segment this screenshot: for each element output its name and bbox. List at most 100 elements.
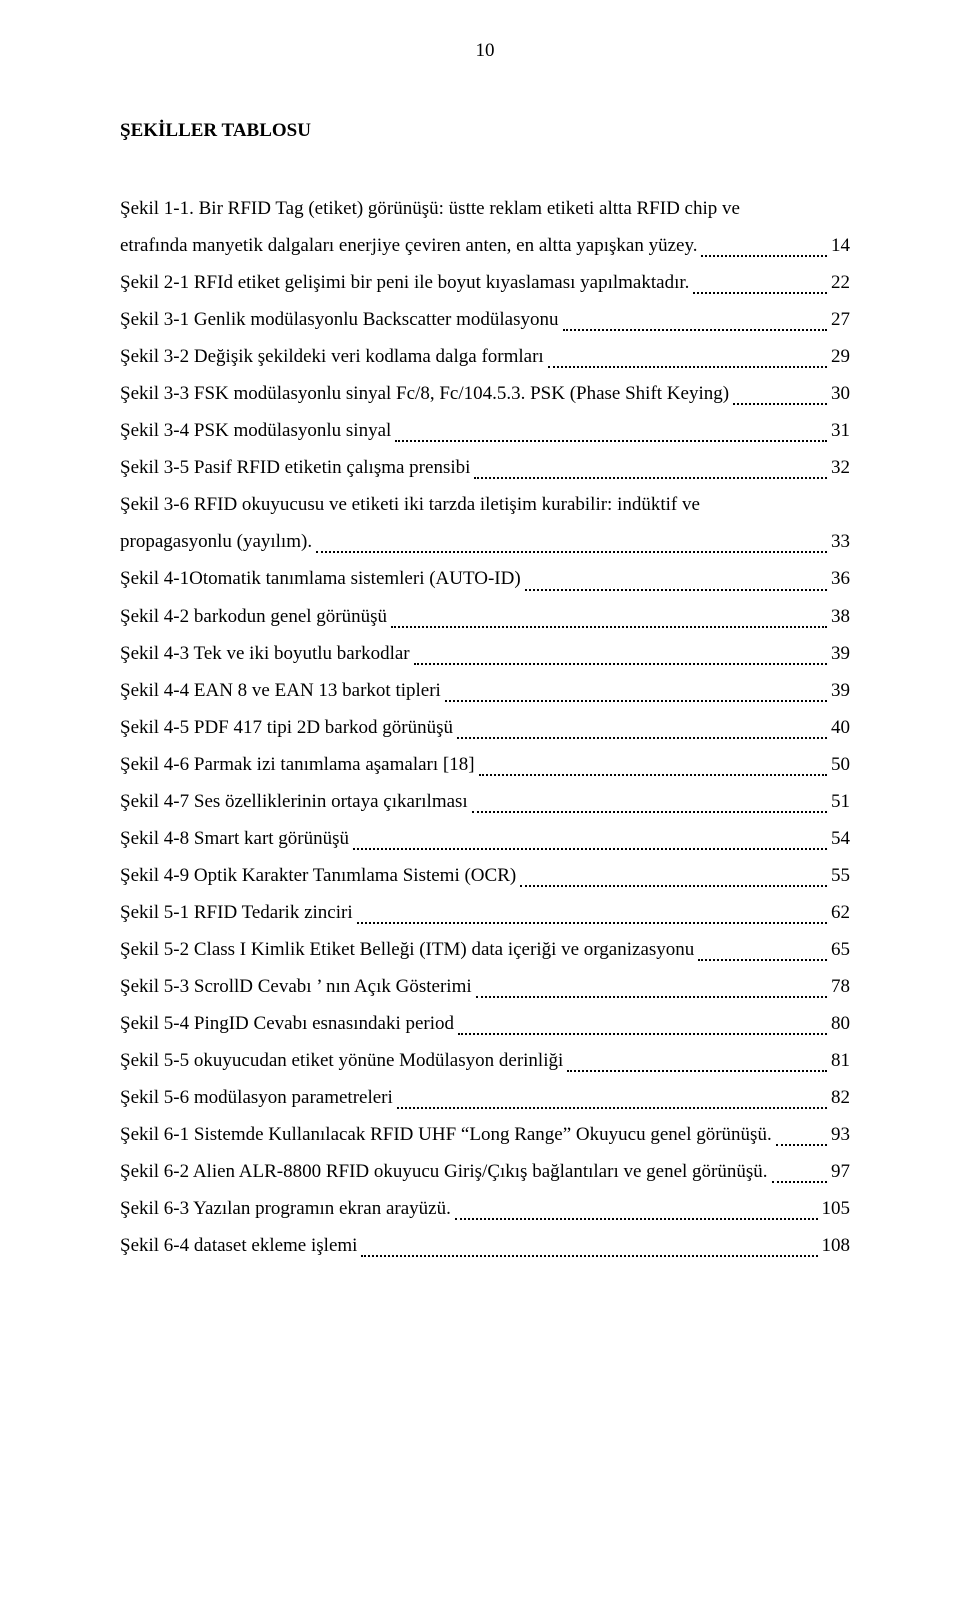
- toc-leader-dots: [525, 589, 827, 591]
- toc-entry-line1: Şekil 3-6 RFID okuyucusu ve etiketi iki …: [120, 486, 850, 523]
- toc-entry: Şekil 4-6 Parmak izi tanımlama aşamaları…: [120, 746, 850, 783]
- toc-leader-dots: [458, 1033, 827, 1035]
- toc-entry: Şekil 1-1. Bir RFID Tag (etiket) görünüş…: [120, 190, 850, 264]
- toc-entry-label: Şekil 6-1 Sistemde Kullanılacak RFID UHF…: [120, 1116, 772, 1153]
- toc-entry-label: Şekil 5-1 RFID Tedarik zinciri: [120, 894, 353, 931]
- toc-entry: Şekil 4-7 Ses özelliklerinin ortaya çıka…: [120, 783, 850, 820]
- toc-entry-label: Şekil 5-5 okuyucudan etiket yönüne Modül…: [120, 1042, 563, 1079]
- section-title: ŞEKİLLER TABLOSU: [120, 120, 850, 142]
- figures-table-of-contents: Şekil 1-1. Bir RFID Tag (etiket) görünüş…: [120, 190, 850, 1264]
- toc-leader-dots: [548, 366, 827, 368]
- toc-leader-dots: [353, 848, 827, 850]
- toc-entry-label: Şekil 3-2 Değişik şekildeki veri kodlama…: [120, 338, 544, 375]
- toc-entry-label: Şekil 4-1Otomatik tanımlama sistemleri (…: [120, 560, 521, 597]
- toc-entry-label: Şekil 3-3 FSK modülasyonlu sinyal Fc/8, …: [120, 375, 729, 412]
- toc-leader-dots: [701, 255, 827, 257]
- toc-entry-page: 32: [831, 449, 850, 486]
- toc-entry-label: Şekil 4-3 Tek ve iki boyutlu barkodlar: [120, 635, 410, 672]
- toc-entry-label: Şekil 3-5 Pasif RFID etiketin çalışma pr…: [120, 449, 470, 486]
- toc-entry-page: 31: [831, 412, 850, 449]
- toc-entry: Şekil 3-4 PSK modülasyonlu sinyal 31: [120, 412, 850, 449]
- toc-entry-page: 50: [831, 746, 850, 783]
- toc-leader-dots: [472, 811, 827, 813]
- toc-entry-page: 27: [831, 301, 850, 338]
- toc-entry: Şekil 4-4 EAN 8 ve EAN 13 barkot tipleri…: [120, 672, 850, 709]
- toc-entry-label: Şekil 6-2 Alien ALR-8800 RFID okuyucu Gi…: [120, 1153, 768, 1190]
- toc-entry-label: etrafında manyetik dalgaları enerjiye çe…: [120, 227, 697, 264]
- toc-entry: Şekil 2-1 RFId etiket gelişimi bir peni …: [120, 264, 850, 301]
- toc-entry: Şekil 3-6 RFID okuyucusu ve etiketi iki …: [120, 486, 850, 560]
- toc-entry: Şekil 6-4 dataset ekleme işlemi108: [120, 1227, 850, 1264]
- toc-leader-dots: [391, 626, 827, 628]
- toc-leader-dots: [361, 1255, 817, 1257]
- toc-entry-label: Şekil 5-2 Class I Kimlik Etiket Belleği …: [120, 931, 694, 968]
- toc-entry-label: Şekil 4-5 PDF 417 tipi 2D barkod görünüş…: [120, 709, 453, 746]
- toc-leader-dots: [698, 959, 827, 961]
- toc-entry-label: Şekil 4-7 Ses özelliklerinin ortaya çıka…: [120, 783, 468, 820]
- toc-entry-page: 78: [831, 968, 850, 1005]
- toc-entry: Şekil 5-2 Class I Kimlik Etiket Belleği …: [120, 931, 850, 968]
- toc-entry-page: 80: [831, 1005, 850, 1042]
- toc-leader-dots: [397, 1107, 827, 1109]
- toc-entry: Şekil 3-1 Genlik modülasyonlu Backscatte…: [120, 301, 850, 338]
- toc-entry: Şekil 5-6 modülasyon parametreleri 82: [120, 1079, 850, 1116]
- toc-entry-label: Şekil 5-3 ScrollD Cevabı ’ nın Açık Göst…: [120, 968, 472, 1005]
- toc-leader-dots: [693, 292, 827, 294]
- toc-entry: Şekil 6-2 Alien ALR-8800 RFID okuyucu Gi…: [120, 1153, 850, 1190]
- toc-entry: Şekil 4-5 PDF 417 tipi 2D barkod görünüş…: [120, 709, 850, 746]
- toc-entry: Şekil 4-3 Tek ve iki boyutlu barkodlar 39: [120, 635, 850, 672]
- toc-leader-dots: [414, 663, 827, 665]
- toc-entry-page: 39: [831, 635, 850, 672]
- toc-leader-dots: [457, 737, 827, 739]
- toc-entry-line2: etrafında manyetik dalgaları enerjiye çe…: [120, 227, 850, 264]
- toc-leader-dots: [563, 329, 827, 331]
- toc-leader-dots: [479, 774, 827, 776]
- toc-leader-dots: [776, 1144, 827, 1146]
- toc-entry-label: Şekil 4-9 Optik Karakter Tanımlama Siste…: [120, 857, 516, 894]
- toc-entry-page: 51: [831, 783, 850, 820]
- toc-entry: Şekil 4-2 barkodun genel görünüşü38: [120, 598, 850, 635]
- toc-leader-dots: [733, 403, 827, 405]
- toc-entry-page: 55: [831, 857, 850, 894]
- page-number: 10: [120, 40, 850, 62]
- toc-entry-label: Şekil 5-6 modülasyon parametreleri: [120, 1079, 393, 1116]
- toc-entry-page: 14: [831, 227, 850, 264]
- toc-entry-label: propagasyonlu (yayılım).: [120, 523, 312, 560]
- toc-entry-label: Şekil 5-4 PingID Cevabı esnasındaki peri…: [120, 1005, 454, 1042]
- toc-entry-label: Şekil 3-1 Genlik modülasyonlu Backscatte…: [120, 301, 559, 338]
- toc-entry-page: 105: [822, 1190, 851, 1227]
- toc-entry: Şekil 3-2 Değişik şekildeki veri kodlama…: [120, 338, 850, 375]
- toc-entry: Şekil 4-8 Smart kart görünüşü 54: [120, 820, 850, 857]
- toc-entry-label: Şekil 4-4 EAN 8 ve EAN 13 barkot tipleri: [120, 672, 441, 709]
- toc-entry: Şekil 3-5 Pasif RFID etiketin çalışma pr…: [120, 449, 850, 486]
- toc-entry-line1: Şekil 1-1. Bir RFID Tag (etiket) görünüş…: [120, 190, 850, 227]
- toc-entry-page: 22: [831, 264, 850, 301]
- toc-entry-page: 38: [831, 598, 850, 635]
- toc-entry-label: Şekil 4-8 Smart kart görünüşü: [120, 820, 349, 857]
- toc-entry: Şekil 5-1 RFID Tedarik zinciri 62: [120, 894, 850, 931]
- toc-entry: Şekil 5-4 PingID Cevabı esnasındaki peri…: [120, 1005, 850, 1042]
- toc-entry-label: Şekil 4-6 Parmak izi tanımlama aşamaları…: [120, 746, 475, 783]
- toc-entry-page: 54: [831, 820, 850, 857]
- toc-entry-page: 29: [831, 338, 850, 375]
- toc-entry-page: 33: [831, 523, 850, 560]
- toc-leader-dots: [476, 996, 827, 998]
- toc-entry-label: Şekil 6-3 Yazılan programın ekran arayüz…: [120, 1190, 451, 1227]
- toc-entry-page: 93: [831, 1116, 850, 1153]
- toc-entry-line2: propagasyonlu (yayılım). 33: [120, 523, 850, 560]
- toc-entry-label: Şekil 3-4 PSK modülasyonlu sinyal: [120, 412, 391, 449]
- document-page: 10 ŞEKİLLER TABLOSU Şekil 1-1. Bir RFID …: [0, 0, 960, 1603]
- toc-entry: Şekil 5-3 ScrollD Cevabı ’ nın Açık Göst…: [120, 968, 850, 1005]
- toc-leader-dots: [445, 700, 827, 702]
- toc-entry-page: 62: [831, 894, 850, 931]
- toc-entry: Şekil 4-9 Optik Karakter Tanımlama Siste…: [120, 857, 850, 894]
- toc-entry: Şekil 6-1 Sistemde Kullanılacak RFID UHF…: [120, 1116, 850, 1153]
- toc-entry-page: 40: [831, 709, 850, 746]
- toc-entry-page: 108: [822, 1227, 851, 1264]
- toc-leader-dots: [567, 1070, 827, 1072]
- toc-entry-page: 81: [831, 1042, 850, 1079]
- toc-entry: Şekil 6-3 Yazılan programın ekran arayüz…: [120, 1190, 850, 1227]
- toc-leader-dots: [357, 922, 827, 924]
- toc-entry-page: 82: [831, 1079, 850, 1116]
- toc-entry: Şekil 4-1Otomatik tanımlama sistemleri (…: [120, 560, 850, 597]
